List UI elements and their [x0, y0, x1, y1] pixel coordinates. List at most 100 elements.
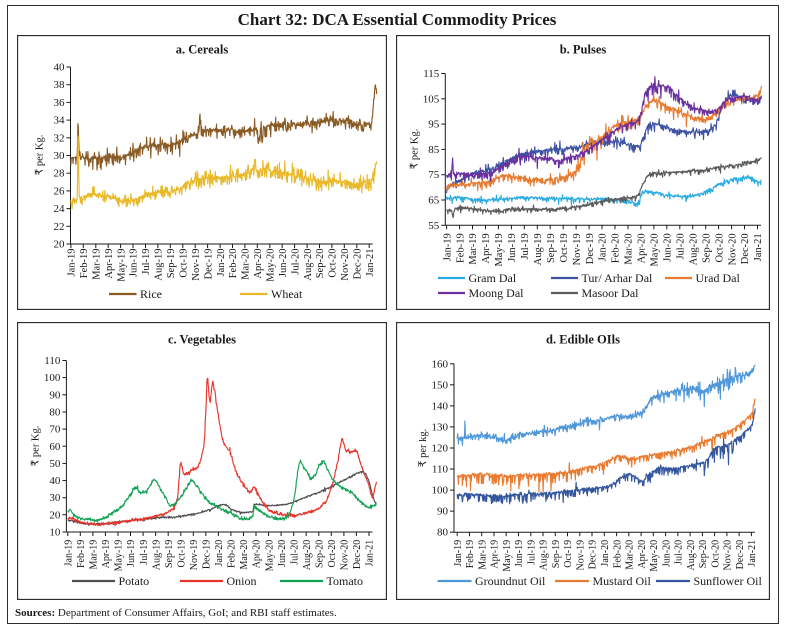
svg-text:May-19: May-19 — [116, 249, 127, 282]
svg-text:Jun-19: Jun-19 — [126, 540, 137, 567]
svg-text:Jun-20: Jun-20 — [277, 540, 288, 567]
svg-text:Jul-20: Jul-20 — [676, 233, 687, 259]
svg-text:Mar-20: Mar-20 — [241, 249, 252, 280]
svg-text:32: 32 — [54, 132, 65, 144]
svg-text:Moong Dal: Moong Dal — [469, 286, 525, 300]
svg-text:May-20: May-20 — [650, 233, 661, 266]
svg-text:Aug-19: Aug-19 — [539, 540, 550, 571]
svg-text:Oct-19: Oct-19 — [176, 540, 187, 568]
svg-text:Feb-19: Feb-19 — [79, 249, 90, 279]
svg-text:Jul-19: Jul-19 — [141, 249, 152, 275]
svg-text:Mar-20: Mar-20 — [239, 540, 250, 570]
svg-text:Masoor Dal: Masoor Dal — [582, 286, 640, 300]
svg-text:Dec-20: Dec-20 — [735, 540, 746, 569]
svg-text:a. Cereals: a. Cereals — [176, 43, 229, 57]
svg-text:75: 75 — [428, 169, 440, 181]
svg-text:Nov-19: Nov-19 — [191, 249, 202, 281]
svg-text:Dec-19: Dec-19 — [203, 249, 214, 280]
svg-text:30: 30 — [49, 492, 61, 504]
svg-text:Nov-20: Nov-20 — [723, 540, 734, 571]
svg-text:Dec-20: Dec-20 — [740, 233, 751, 264]
svg-text:24: 24 — [54, 203, 66, 215]
svg-text:Urad Dal: Urad Dal — [696, 271, 741, 285]
svg-text:Sunflower Oil: Sunflower Oil — [694, 574, 763, 588]
svg-text:115: 115 — [423, 68, 440, 80]
svg-text:34: 34 — [54, 115, 66, 127]
svg-text:105: 105 — [423, 93, 440, 105]
svg-text:60: 60 — [49, 441, 61, 453]
svg-text:Jan-21: Jan-21 — [365, 540, 376, 567]
svg-text:Sep-20: Sep-20 — [701, 233, 712, 263]
svg-text:Jun-19: Jun-19 — [507, 233, 518, 262]
svg-text:Jan-20: Jan-20 — [600, 540, 611, 567]
svg-text:₹ per Kg.: ₹ per Kg. — [29, 426, 41, 467]
svg-text:Feb-20: Feb-20 — [612, 540, 623, 568]
svg-text:Aug-19: Aug-19 — [154, 249, 165, 281]
svg-text:May-19: May-19 — [502, 540, 513, 572]
svg-text:Jan-21: Jan-21 — [753, 233, 764, 261]
svg-text:Apr-19: Apr-19 — [104, 249, 115, 279]
svg-text:Dec-20: Dec-20 — [353, 249, 364, 280]
svg-text:Dec-20: Dec-20 — [352, 540, 363, 569]
svg-text:Mar-19: Mar-19 — [92, 249, 103, 280]
svg-text:Sep-19: Sep-19 — [551, 540, 562, 568]
svg-text:Sep-20: Sep-20 — [315, 540, 326, 568]
svg-text:Mar-20: Mar-20 — [624, 233, 635, 264]
svg-text:Jan-21: Jan-21 — [365, 249, 376, 277]
svg-text:Nov-20: Nov-20 — [727, 233, 738, 265]
svg-text:Sep-19: Sep-19 — [546, 233, 557, 263]
svg-text:Jan-19: Jan-19 — [442, 233, 453, 261]
svg-text:150: 150 — [432, 379, 449, 391]
svg-text:55: 55 — [428, 220, 440, 232]
svg-text:Dec-19: Dec-19 — [202, 540, 213, 569]
svg-text:Jul-19: Jul-19 — [139, 540, 150, 565]
svg-text:May-20: May-20 — [264, 540, 275, 572]
svg-text:May-20: May-20 — [266, 249, 277, 282]
svg-text:Jan-19: Jan-19 — [453, 540, 464, 567]
svg-text:Jun-19: Jun-19 — [514, 540, 525, 567]
svg-text:Apr-20: Apr-20 — [637, 540, 648, 569]
svg-text:Aug-19: Aug-19 — [533, 233, 544, 265]
svg-text:65: 65 — [428, 195, 440, 207]
svg-text:Aug-19: Aug-19 — [151, 540, 162, 571]
svg-text:Jan-19: Jan-19 — [67, 249, 78, 277]
svg-text:Apr-20: Apr-20 — [253, 249, 264, 279]
svg-text:d. Edible OIls: d. Edible OIls — [546, 333, 620, 347]
svg-text:Jun-20: Jun-20 — [663, 233, 674, 262]
svg-text:Nov-20: Nov-20 — [340, 249, 351, 281]
svg-text:Aug-20: Aug-20 — [303, 249, 314, 281]
svg-text:Sep-19: Sep-19 — [164, 540, 175, 568]
svg-text:110: 110 — [44, 355, 61, 367]
svg-text:c. Vegetables: c. Vegetables — [168, 333, 236, 347]
svg-text:80: 80 — [49, 407, 61, 419]
svg-text:Jun-20: Jun-20 — [278, 249, 289, 278]
svg-text:Onion: Onion — [227, 574, 257, 588]
svg-text:Oct-19: Oct-19 — [563, 540, 574, 568]
svg-text:Jul-19: Jul-19 — [520, 233, 531, 259]
svg-text:20: 20 — [49, 509, 61, 521]
svg-text:Mar-19: Mar-19 — [468, 233, 479, 264]
svg-text:85: 85 — [428, 144, 440, 156]
svg-text:38: 38 — [54, 79, 66, 91]
svg-text:40: 40 — [54, 62, 66, 74]
svg-text:Oct-20: Oct-20 — [328, 249, 339, 278]
svg-text:50: 50 — [49, 458, 61, 470]
svg-text:26: 26 — [54, 185, 66, 197]
svg-text:Apr-19: Apr-19 — [101, 540, 112, 569]
svg-text:30: 30 — [54, 150, 66, 162]
svg-text:70: 70 — [49, 424, 61, 436]
svg-text:Nov-19: Nov-19 — [189, 540, 200, 571]
svg-text:Jan-20: Jan-20 — [216, 249, 227, 277]
svg-text:₹ per Kg.: ₹ per Kg. — [408, 129, 420, 170]
svg-text:Mar-19: Mar-19 — [89, 540, 100, 570]
svg-text:10: 10 — [49, 527, 61, 539]
svg-text:Feb-19: Feb-19 — [465, 540, 476, 568]
svg-text:Jul-20: Jul-20 — [674, 540, 685, 565]
svg-text:90: 90 — [437, 506, 449, 518]
svg-text:100: 100 — [432, 485, 449, 497]
svg-text:110: 110 — [432, 464, 449, 476]
svg-text:Groundnut Oil: Groundnut Oil — [475, 574, 546, 588]
svg-text:95: 95 — [428, 119, 440, 131]
svg-text:Oct-19: Oct-19 — [179, 249, 190, 278]
svg-text:Feb-20: Feb-20 — [228, 249, 239, 279]
